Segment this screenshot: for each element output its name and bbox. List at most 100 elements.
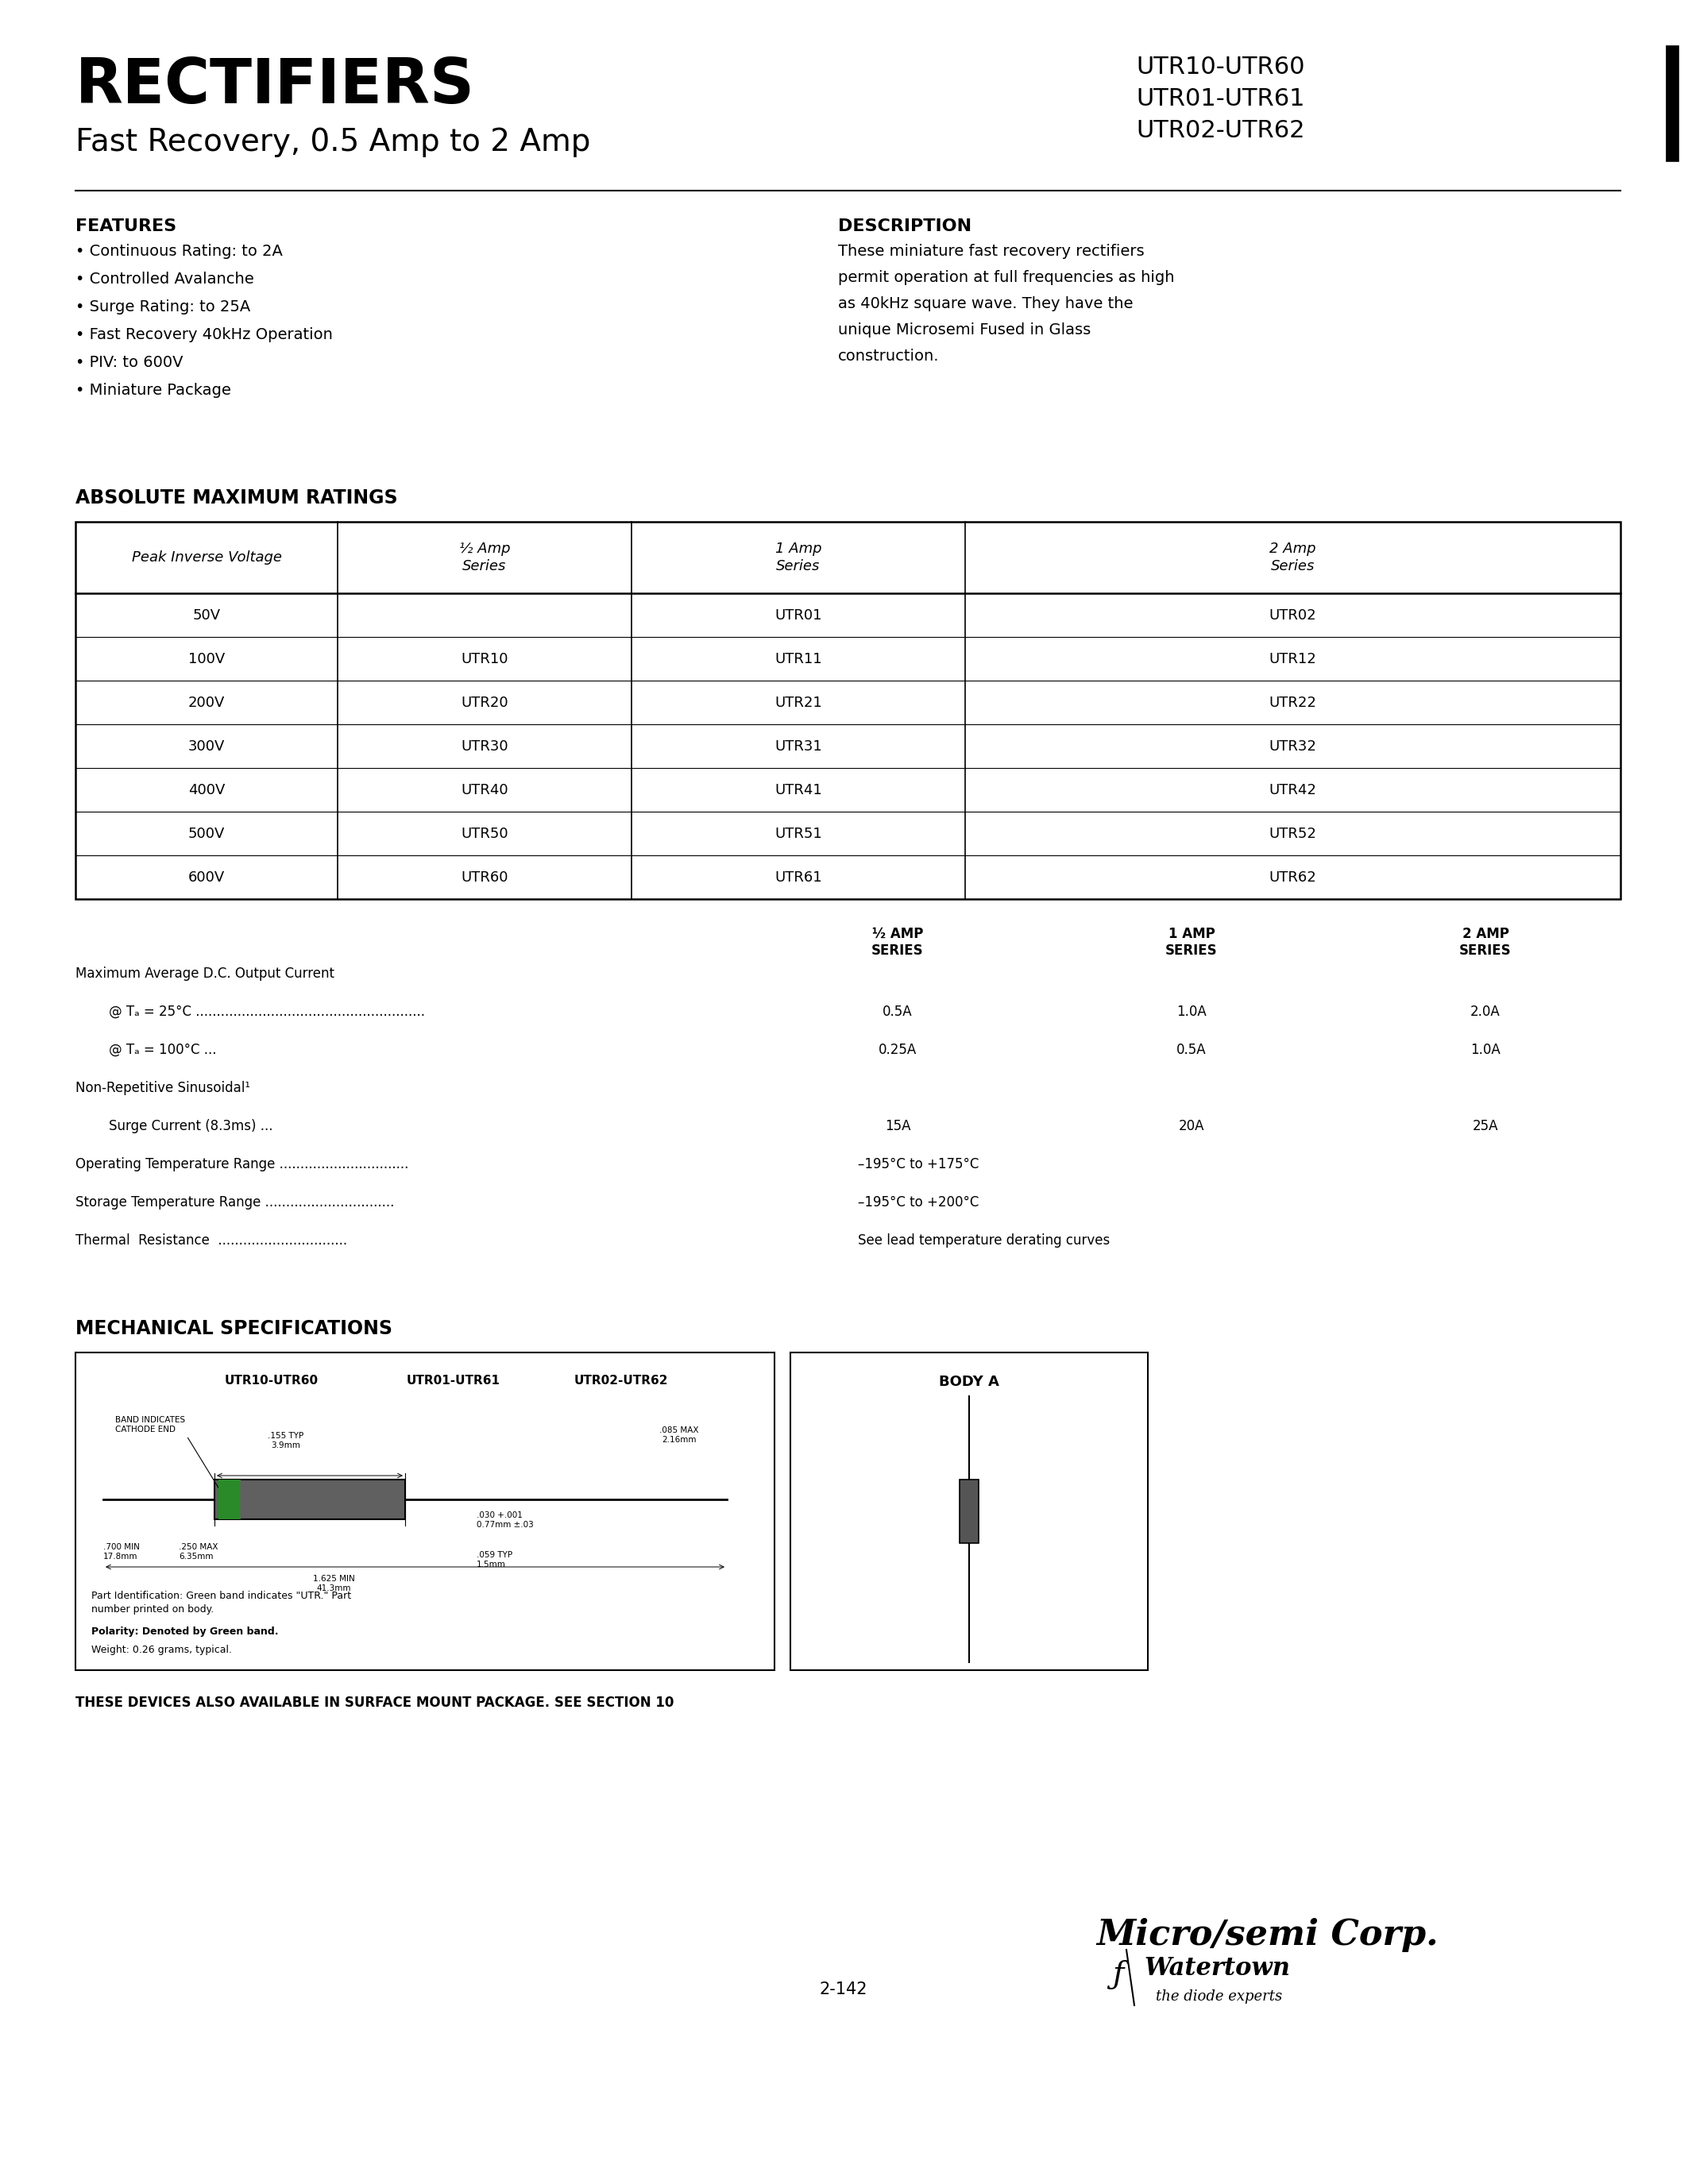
Text: 300V: 300V <box>187 738 225 753</box>
Text: UTR50: UTR50 <box>461 826 508 841</box>
Text: UTR31: UTR31 <box>775 738 822 753</box>
Text: Thermal  Resistance  ...............................: Thermal Resistance .....................… <box>76 1234 348 1247</box>
Text: 1.625 MIN
41.3mm: 1.625 MIN 41.3mm <box>312 1575 354 1592</box>
Text: 1 Amp
Series: 1 Amp Series <box>775 542 822 574</box>
Text: 2 AMP
SERIES: 2 AMP SERIES <box>1460 926 1511 957</box>
Text: UTR10: UTR10 <box>461 651 508 666</box>
Bar <box>76 1352 775 1671</box>
Text: See lead temperature derating curves: See lead temperature derating curves <box>858 1234 1111 1247</box>
Text: UTR42: UTR42 <box>1269 782 1317 797</box>
Text: DESCRIPTION: DESCRIPTION <box>837 218 972 234</box>
Text: 500V: 500V <box>187 826 225 841</box>
Text: UTR62: UTR62 <box>1269 869 1317 885</box>
Text: UTR40: UTR40 <box>461 782 508 797</box>
Text: Weight: 0.26 grams, typical.: Weight: 0.26 grams, typical. <box>91 1645 231 1655</box>
Text: • Controlled Avalanche: • Controlled Avalanche <box>76 271 253 286</box>
Text: .155 TYP
3.9mm: .155 TYP 3.9mm <box>268 1433 304 1448</box>
Text: • Surge Rating: to 25A: • Surge Rating: to 25A <box>76 299 250 314</box>
Text: 1.0A: 1.0A <box>1470 1042 1501 1057</box>
Bar <box>76 522 1620 900</box>
Text: Non-Repetitive Sinusoidal¹: Non-Repetitive Sinusoidal¹ <box>76 1081 250 1094</box>
Text: Part Identification: Green band indicates "UTR." Part
number printed on body.: Part Identification: Green band indicate… <box>91 1590 351 1614</box>
Text: as 40kHz square wave. They have the: as 40kHz square wave. They have the <box>837 297 1133 312</box>
Text: @ Tₐ = 100°C ...: @ Tₐ = 100°C ... <box>76 1042 216 1057</box>
Text: Operating Temperature Range ...............................: Operating Temperature Range ............… <box>76 1158 408 1171</box>
Text: ½ Amp
Series: ½ Amp Series <box>459 542 510 574</box>
Text: UTR01-UTR61: UTR01-UTR61 <box>1136 87 1305 111</box>
Text: 0.5A: 0.5A <box>1177 1042 1207 1057</box>
Text: Polarity: Denoted by Green band.: Polarity: Denoted by Green band. <box>91 1627 279 1636</box>
Text: 25A: 25A <box>1472 1118 1499 1133</box>
Text: Micro∕semi Corp.: Micro∕semi Corp. <box>1096 1918 1438 1952</box>
Text: Surge Current (8.3ms) ...: Surge Current (8.3ms) ... <box>76 1118 273 1133</box>
Text: 20A: 20A <box>1178 1118 1205 1133</box>
Bar <box>790 1352 1148 1671</box>
Text: 2 Amp
Series: 2 Amp Series <box>1269 542 1317 574</box>
Text: 50V: 50V <box>192 607 221 622</box>
Text: ABSOLUTE MAXIMUM RATINGS: ABSOLUTE MAXIMUM RATINGS <box>76 489 398 507</box>
Text: –195°C to +200°C: –195°C to +200°C <box>858 1195 979 1210</box>
Text: UTR12: UTR12 <box>1269 651 1317 666</box>
Text: 1.0A: 1.0A <box>1177 1005 1207 1020</box>
Text: UTR10-UTR60: UTR10-UTR60 <box>225 1374 317 1387</box>
Text: Maximum Average D.C. Output Current: Maximum Average D.C. Output Current <box>76 968 334 981</box>
Text: • Fast Recovery 40kHz Operation: • Fast Recovery 40kHz Operation <box>76 328 333 343</box>
Text: BODY A: BODY A <box>939 1374 999 1389</box>
Text: .085 MAX
2.16mm: .085 MAX 2.16mm <box>660 1426 699 1444</box>
Bar <box>214 1479 405 1520</box>
Text: 600V: 600V <box>187 869 225 885</box>
Text: UTR01-UTR61: UTR01-UTR61 <box>407 1374 500 1387</box>
Text: @ Tₐ = 25°C .......................................................: @ Tₐ = 25°C ............................… <box>76 1005 425 1020</box>
Text: Watertown: Watertown <box>1144 1957 1290 1981</box>
Text: • Continuous Rating: to 2A: • Continuous Rating: to 2A <box>76 245 282 260</box>
Text: 2-142: 2-142 <box>820 1981 868 1998</box>
Text: UTR02: UTR02 <box>1269 607 1317 622</box>
Text: UTR61: UTR61 <box>775 869 822 885</box>
Text: Storage Temperature Range ...............................: Storage Temperature Range ..............… <box>76 1195 395 1210</box>
Text: .030 +.001
0.77mm ±.03: .030 +.001 0.77mm ±.03 <box>476 1511 533 1529</box>
Text: Fast Recovery, 0.5 Amp to 2 Amp: Fast Recovery, 0.5 Amp to 2 Amp <box>76 127 591 157</box>
Text: UTR51: UTR51 <box>775 826 822 841</box>
Text: .700 MIN
17.8mm: .700 MIN 17.8mm <box>103 1544 140 1559</box>
Text: 1 AMP
SERIES: 1 AMP SERIES <box>1165 926 1217 957</box>
Text: UTR02-UTR62: UTR02-UTR62 <box>574 1374 668 1387</box>
Text: UTR01: UTR01 <box>775 607 822 622</box>
Text: UTR60: UTR60 <box>461 869 508 885</box>
Text: UTR32: UTR32 <box>1269 738 1317 753</box>
Text: UTR21: UTR21 <box>775 695 822 710</box>
Text: ½ AMP
SERIES: ½ AMP SERIES <box>871 926 923 957</box>
Text: construction.: construction. <box>837 349 939 365</box>
Text: MECHANICAL SPECIFICATIONS: MECHANICAL SPECIFICATIONS <box>76 1319 392 1339</box>
Text: .250 MAX
6.35mm: .250 MAX 6.35mm <box>179 1544 218 1559</box>
Text: the diode experts: the diode experts <box>1156 1990 1283 2003</box>
Text: UTR41: UTR41 <box>775 782 822 797</box>
Bar <box>959 1479 979 1544</box>
Text: FEATURES: FEATURES <box>76 218 177 234</box>
Text: UTR10-UTR60: UTR10-UTR60 <box>1136 55 1305 79</box>
Bar <box>218 1479 241 1520</box>
Text: permit operation at full frequencies as high: permit operation at full frequencies as … <box>837 271 1175 286</box>
Text: 200V: 200V <box>187 695 225 710</box>
Text: • Miniature Package: • Miniature Package <box>76 382 231 397</box>
Text: UTR11: UTR11 <box>775 651 822 666</box>
Text: 0.25A: 0.25A <box>878 1042 917 1057</box>
Text: THESE DEVICES ALSO AVAILABLE IN SURFACE MOUNT PACKAGE. SEE SECTION 10: THESE DEVICES ALSO AVAILABLE IN SURFACE … <box>76 1695 674 1710</box>
Text: UTR52: UTR52 <box>1269 826 1317 841</box>
Text: UTR30: UTR30 <box>461 738 508 753</box>
Text: UTR02-UTR62: UTR02-UTR62 <box>1136 120 1305 142</box>
Text: 400V: 400V <box>187 782 225 797</box>
Text: UTR20: UTR20 <box>461 695 508 710</box>
Text: • PIV: to 600V: • PIV: to 600V <box>76 356 182 369</box>
Text: unique Microsemi Fused in Glass: unique Microsemi Fused in Glass <box>837 323 1090 339</box>
Text: –195°C to +175°C: –195°C to +175°C <box>858 1158 979 1171</box>
Text: Peak Inverse Voltage: Peak Inverse Voltage <box>132 550 282 566</box>
Text: 100V: 100V <box>187 651 225 666</box>
Text: UTR22: UTR22 <box>1269 695 1317 710</box>
Text: 15A: 15A <box>885 1118 910 1133</box>
Text: 0.5A: 0.5A <box>883 1005 913 1020</box>
Text: BAND INDICATES
CATHODE END: BAND INDICATES CATHODE END <box>115 1415 186 1433</box>
Text: 2.0A: 2.0A <box>1470 1005 1501 1020</box>
Text: These miniature fast recovery rectifiers: These miniature fast recovery rectifiers <box>837 245 1144 260</box>
Text: ƒ: ƒ <box>1112 1959 1124 1990</box>
Text: RECTIFIERS: RECTIFIERS <box>76 55 474 116</box>
